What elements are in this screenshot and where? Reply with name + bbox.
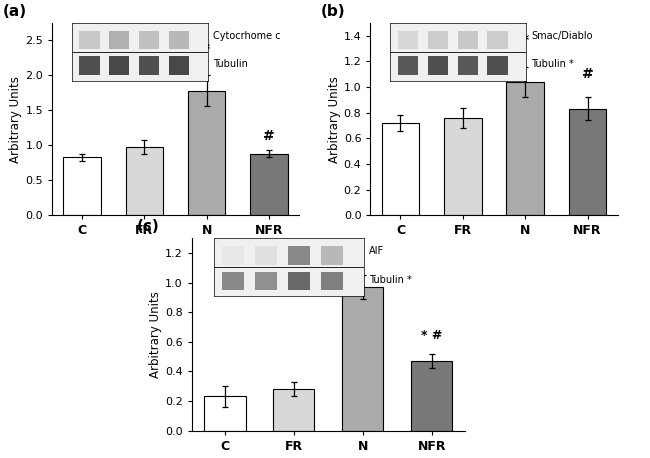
Bar bbox=[569, 109, 606, 215]
Text: * #: * # bbox=[421, 329, 443, 342]
Bar bbox=[382, 123, 419, 215]
Bar bbox=[125, 147, 163, 215]
Bar bbox=[250, 154, 288, 215]
Y-axis label: Arbitrary Units: Arbitrary Units bbox=[150, 291, 162, 378]
Text: Smac/Diablo: Smac/Diablo bbox=[531, 31, 593, 41]
Text: Tubulin *: Tubulin * bbox=[369, 275, 412, 285]
Text: (a): (a) bbox=[3, 4, 27, 19]
Text: #: # bbox=[263, 129, 275, 143]
Text: (b): (b) bbox=[321, 4, 346, 19]
Text: Cytocrhome c: Cytocrhome c bbox=[213, 31, 280, 41]
Text: (c): (c) bbox=[137, 219, 160, 234]
Bar bbox=[342, 287, 384, 431]
Bar bbox=[411, 361, 452, 431]
Y-axis label: Arbitrary Units: Arbitrary Units bbox=[10, 76, 23, 163]
Text: Tubulin: Tubulin bbox=[213, 60, 248, 70]
Y-axis label: Arbitrary Units: Arbitrary Units bbox=[328, 76, 341, 163]
Bar bbox=[63, 157, 101, 215]
Text: AIF: AIF bbox=[369, 246, 384, 256]
Text: Tubulin *: Tubulin * bbox=[531, 60, 574, 70]
Text: #: # bbox=[582, 66, 593, 81]
Bar bbox=[506, 82, 544, 215]
Bar bbox=[444, 118, 482, 215]
Bar bbox=[204, 397, 246, 431]
Bar bbox=[188, 91, 226, 215]
Text: *: * bbox=[203, 42, 210, 56]
Text: *: * bbox=[521, 33, 528, 47]
Bar bbox=[273, 389, 315, 431]
